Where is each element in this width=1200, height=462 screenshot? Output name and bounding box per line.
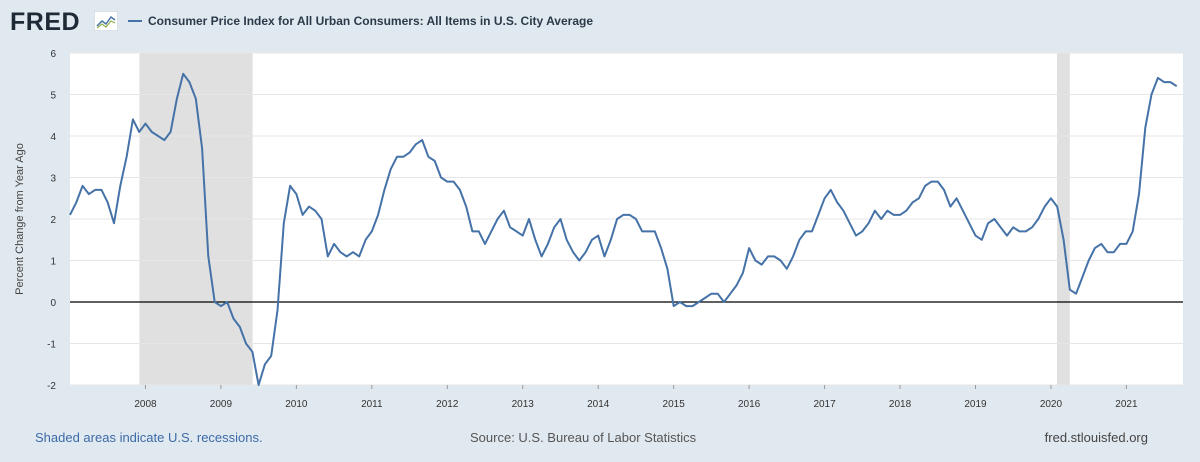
- recession-note: Shaded areas indicate U.S. recessions.: [35, 430, 263, 445]
- x-tick-label: 2008: [134, 399, 157, 410]
- y-tick-label: 2: [50, 215, 56, 226]
- y-tick-label: 5: [50, 91, 56, 102]
- x-tick-label: 2010: [285, 399, 308, 410]
- y-tick-label: 3: [50, 174, 56, 185]
- x-tick-label: 2013: [512, 399, 535, 410]
- x-tick-label: 2015: [663, 399, 686, 410]
- x-tick-label: 2011: [361, 399, 383, 410]
- fred-line-chart-icon: [94, 11, 118, 31]
- y-axis-label: Percent Change from Year Ago: [14, 143, 26, 295]
- x-tick-label: 2016: [738, 399, 761, 410]
- site-link[interactable]: fred.stlouisfed.org: [1044, 430, 1148, 445]
- x-tick-label: 2009: [210, 399, 233, 410]
- x-tick-label: 2019: [964, 399, 987, 410]
- y-tick-label: 1: [50, 257, 56, 268]
- x-tick-label: 2021: [1115, 399, 1138, 410]
- x-tick-label: 2018: [889, 399, 912, 410]
- x-tick-label: 2014: [587, 399, 610, 410]
- source-note: Source: U.S. Bureau of Labor Statistics: [470, 430, 697, 445]
- x-tick-label: 2012: [436, 399, 459, 410]
- y-tick-label: 0: [50, 298, 56, 309]
- x-tick-label: 2017: [813, 399, 836, 410]
- x-tick-label: 2020: [1040, 399, 1063, 410]
- chart-legend[interactable]: Consumer Price Index for All Urban Consu…: [128, 13, 593, 29]
- y-tick-label: 4: [50, 132, 56, 143]
- y-tick-label: -2: [47, 381, 56, 392]
- legend-swatch: [128, 20, 142, 22]
- legend-label: Consumer Price Index for All Urban Consu…: [148, 14, 593, 28]
- cpi-series-line: [69, 72, 1178, 386]
- fred-logo[interactable]: FRED: [10, 8, 81, 36]
- y-tick-label: -1: [47, 340, 56, 351]
- y-tick-label: 6: [50, 49, 56, 60]
